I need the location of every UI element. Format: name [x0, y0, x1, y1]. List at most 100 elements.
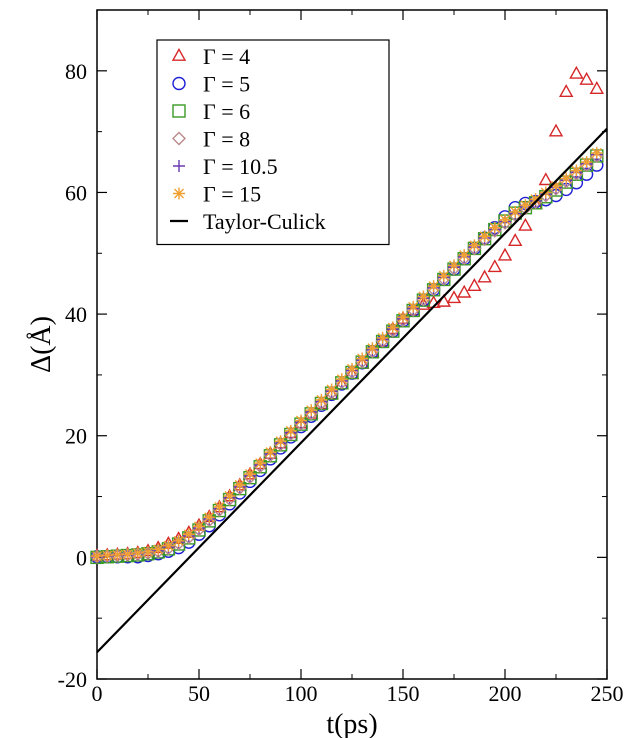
- y-tick-label: 40: [65, 302, 87, 327]
- data-point: [589, 148, 604, 163]
- data-point: [589, 81, 604, 94]
- data-point: [385, 323, 400, 338]
- x-axis-title: t(ps): [326, 709, 377, 738]
- data-point: [559, 84, 574, 98]
- data-point: [172, 534, 185, 547]
- legend-swatch: [172, 76, 186, 91]
- y-tick-label: 20: [65, 424, 87, 449]
- data-point: [232, 481, 247, 496]
- data-point: [152, 543, 165, 556]
- legend-entry: Γ = 5: [203, 72, 250, 97]
- y-tick-label: 60: [65, 180, 87, 205]
- data-point: [406, 302, 421, 317]
- data-point: [446, 290, 462, 304]
- data-point: [518, 201, 533, 216]
- data-point: [182, 528, 195, 541]
- legend-swatch: [171, 47, 187, 61]
- legend-entry: Γ = 15: [203, 182, 261, 207]
- legend-entry: Γ = 6: [203, 99, 250, 124]
- data-point: [193, 520, 205, 533]
- data-point: [550, 179, 562, 192]
- data-point: [375, 333, 390, 348]
- data-point: [365, 344, 380, 359]
- data-point: [131, 547, 144, 560]
- data-point: [203, 511, 216, 524]
- data-point: [529, 193, 542, 206]
- data-point: [560, 172, 573, 185]
- x-tick-label: 0: [92, 681, 103, 706]
- taylor-culick-line: [96, 127, 608, 654]
- data-point: [528, 195, 543, 210]
- data-point: [457, 284, 472, 298]
- x-tick-label: 200: [489, 681, 522, 706]
- legend: Γ = 4 Γ = 5Γ = 6 Γ = 8Γ = 10.5 Γ = 15Taylor…: [156, 39, 390, 246]
- data-point: [376, 331, 389, 344]
- y-tick-label: 0: [76, 545, 87, 570]
- y-tick-label: 80: [65, 59, 87, 84]
- data-point: [579, 158, 594, 173]
- legend-entry: Γ = 8: [203, 127, 250, 152]
- data-point: [273, 437, 288, 452]
- data-point: [192, 522, 206, 537]
- data-point: [397, 311, 409, 324]
- data-point: [477, 232, 492, 247]
- series-5: [91, 146, 603, 563]
- x-tick-label: 250: [591, 681, 624, 706]
- data-point: [538, 188, 553, 203]
- x-tick-label: 100: [285, 681, 318, 706]
- data-point: [590, 146, 603, 159]
- data-point: [325, 383, 338, 396]
- data-point: [478, 230, 491, 243]
- data-point: [580, 156, 593, 169]
- data-point: [518, 217, 533, 231]
- data-point: [579, 71, 594, 85]
- data-point: [212, 502, 227, 517]
- data-point: [508, 233, 523, 247]
- data-point: [181, 530, 196, 545]
- data-point: [426, 282, 441, 297]
- data-point: [569, 65, 584, 79]
- data-point: [264, 446, 277, 459]
- data-point: [356, 352, 369, 365]
- data-point: [436, 271, 451, 286]
- legend-swatch: [172, 131, 186, 146]
- data-point: [570, 164, 583, 177]
- data-point: [91, 550, 103, 563]
- data-point: [569, 166, 584, 181]
- data-point: [324, 385, 339, 400]
- legend-entry: Taylor-Culick: [203, 209, 326, 234]
- data-point: [305, 404, 318, 417]
- data-point: [487, 259, 502, 273]
- data-point: [407, 300, 420, 313]
- data-point: [295, 414, 307, 427]
- data-point: [335, 373, 348, 386]
- data-point: [233, 478, 246, 491]
- data-point: [559, 174, 574, 189]
- data-point: [283, 426, 298, 441]
- data-point: [366, 342, 379, 355]
- data-point: [314, 395, 329, 410]
- data-point: [508, 207, 523, 222]
- data-point: [243, 470, 257, 485]
- legend-entry: Γ = 10.5: [203, 154, 278, 179]
- data-point: [548, 123, 564, 137]
- legend-swatch: [173, 160, 185, 172]
- data-point: [253, 459, 268, 474]
- data-point: [458, 249, 471, 262]
- legend-frame: [156, 39, 390, 246]
- data-point: [254, 457, 267, 470]
- data-point: [457, 251, 472, 266]
- data-point: [386, 321, 399, 334]
- data-point: [304, 406, 319, 421]
- legend-swatch: [172, 104, 186, 118]
- legend-swatch: [173, 187, 185, 200]
- data-point: [538, 172, 553, 186]
- data-point: [427, 280, 440, 293]
- data-point: [142, 545, 154, 558]
- data-point: [416, 296, 431, 310]
- x-tick-label: 50: [188, 681, 210, 706]
- y-axis-title: Δ(Å): [26, 316, 57, 373]
- data-point: [294, 416, 308, 431]
